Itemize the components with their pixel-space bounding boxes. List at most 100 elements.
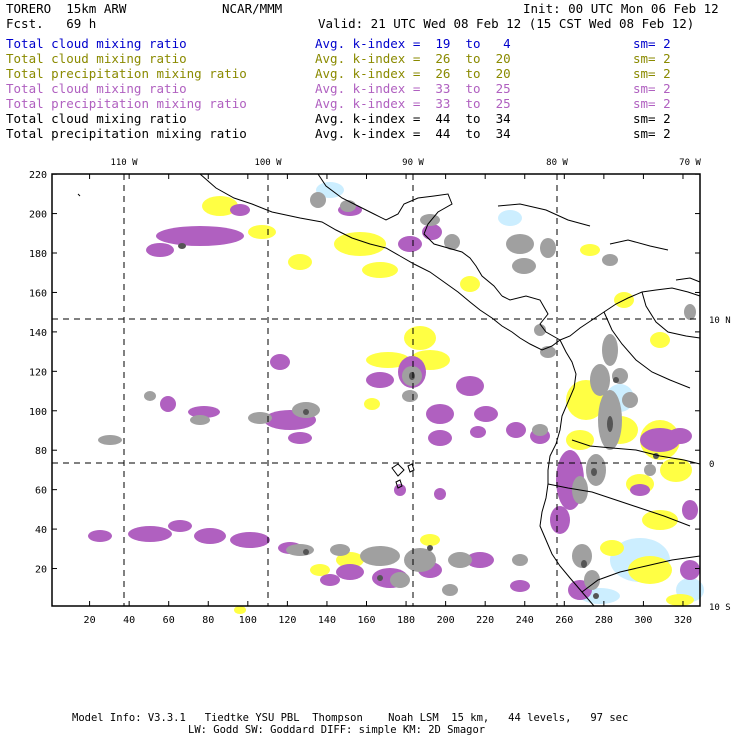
yellow-field-blob — [336, 552, 364, 568]
legend-field: Total precipitation mixing ratio — [6, 126, 247, 141]
gray-field-blob — [506, 234, 534, 254]
purple-field-blob — [630, 484, 650, 496]
purple-field-blob — [160, 396, 176, 412]
gray-field-blob — [310, 192, 326, 208]
legend-field: Total cloud mixing ratio — [6, 111, 187, 126]
yellow-field-blob — [660, 458, 692, 482]
x-tick-label: 320 — [674, 615, 692, 626]
legend-k-index: Avg. k-index = 26 to 20 — [315, 66, 511, 81]
purple-field-blob — [194, 528, 226, 544]
yellow-field-blob — [628, 556, 672, 584]
purple-field-blob — [168, 520, 192, 532]
dark-field-blob — [303, 549, 309, 555]
gray-field-blob — [644, 464, 656, 476]
gray-field-blob — [190, 415, 210, 425]
dark-field-blob — [409, 372, 415, 380]
x-tick-label: 300 — [634, 615, 652, 626]
dark-field-blob — [613, 377, 619, 383]
yellow-field-blob — [288, 254, 312, 270]
legend-smoothing: sm= 2 — [633, 96, 671, 111]
dark-field-blob — [591, 468, 597, 476]
yellow-field-blob — [362, 262, 398, 278]
latitude-label: 0 — [709, 460, 714, 470]
organization-label: NCAR/MMM — [222, 1, 283, 16]
yellow-field-blob — [642, 510, 678, 530]
yellow-field-blob — [420, 534, 440, 546]
dark-field-blob — [593, 593, 599, 599]
purple-field-blob — [128, 526, 172, 542]
light_blue-field-blob — [498, 210, 522, 226]
legend-field: Total cloud mixing ratio — [6, 36, 187, 51]
gray-field-blob — [340, 200, 356, 212]
purple-field-blob — [422, 224, 442, 240]
x-tick-label: 120 — [278, 615, 296, 626]
y-tick-label: 20 — [35, 565, 47, 576]
purple-field-blob — [188, 406, 220, 418]
purple-field-blob — [88, 530, 112, 542]
purple-field-blob — [230, 532, 270, 548]
x-tick-label: 40 — [123, 615, 135, 626]
gray-field-blob — [286, 544, 314, 556]
purple-field-blob — [680, 560, 700, 580]
x-tick-label: 160 — [357, 615, 375, 626]
gray-field-blob — [540, 238, 556, 258]
gray-field-blob — [402, 390, 418, 402]
lat-lon-grid — [52, 174, 700, 606]
y-tick-label: 140 — [29, 328, 47, 339]
x-tick-label: 280 — [595, 615, 613, 626]
legend-smoothing: sm= 2 — [633, 66, 671, 81]
gray-field-blob — [622, 392, 638, 408]
gray-field-blob — [590, 364, 610, 396]
purple-field-blob — [428, 430, 452, 446]
legend-k-index: Avg. k-index = 33 to 25 — [315, 96, 511, 111]
gray-field-blob — [512, 554, 528, 566]
x-tick-label: 60 — [163, 615, 175, 626]
model-info: Model Info: V3.3.1 Tiedtke YSU PBL Thomp… — [72, 712, 629, 724]
y-tick-label: 60 — [35, 486, 47, 497]
purple-field-blob — [156, 226, 244, 246]
purple-field-blob — [474, 406, 498, 422]
gray-field-blob — [330, 544, 350, 556]
longitude-label: 100 W — [254, 158, 282, 168]
x-tick-label: 100 — [239, 615, 257, 626]
x-tick-label: 240 — [516, 615, 534, 626]
purple-field-blob — [668, 428, 692, 444]
yellow-field-blob — [650, 332, 670, 348]
gray-field-blob — [512, 258, 536, 274]
yellow-field-blob — [310, 564, 330, 576]
plot-frame — [51, 173, 701, 607]
gray-field-blob — [448, 552, 472, 568]
legend-smoothing: sm= 2 — [633, 81, 671, 96]
x-tick-label: 140 — [318, 615, 336, 626]
legend-k-index: Avg. k-index = 44 to 34 — [315, 111, 511, 126]
purple-field-blob — [456, 376, 484, 396]
yellow-field-blob — [566, 430, 594, 450]
gray-field-blob — [584, 570, 600, 590]
legend-field: Total precipitation mixing ratio — [6, 96, 247, 111]
x-tick-label: 20 — [84, 615, 96, 626]
y-tick-label: 40 — [35, 525, 47, 536]
x-tick-label: 220 — [476, 615, 494, 626]
gray-field-blob — [390, 572, 410, 588]
legend-field: Total cloud mixing ratio — [6, 51, 187, 66]
y-tick-label: 120 — [29, 367, 47, 378]
gray-field-blob — [602, 334, 618, 366]
physics-info: LW: Godd SW: Goddard DIFF: simple KM: 2D… — [188, 724, 486, 736]
x-tick-label: 80 — [202, 615, 214, 626]
init-time: Init: 00 UTC Mon 06 Feb 12 — [523, 1, 719, 16]
purple-field-blob — [270, 354, 290, 370]
legend-field: Total precipitation mixing ratio — [6, 66, 247, 81]
longitude-label: 90 W — [402, 158, 424, 168]
legend-k-index: Avg. k-index = 26 to 20 — [315, 51, 511, 66]
gray-field-blob — [248, 412, 272, 424]
gray-field-blob — [572, 544, 592, 568]
forecast-hour: Fcst. 69 h — [6, 16, 97, 31]
gray-field-blob — [98, 435, 122, 445]
yellow-field-blob — [404, 326, 436, 350]
x-tick-label: 260 — [555, 615, 573, 626]
purple-field-blob — [398, 236, 422, 252]
valid-time: Valid: 21 UTC Wed 08 Feb 12 (15 CST Wed … — [318, 16, 695, 31]
purple-field-blob — [506, 422, 526, 438]
gray-field-blob — [404, 548, 436, 572]
